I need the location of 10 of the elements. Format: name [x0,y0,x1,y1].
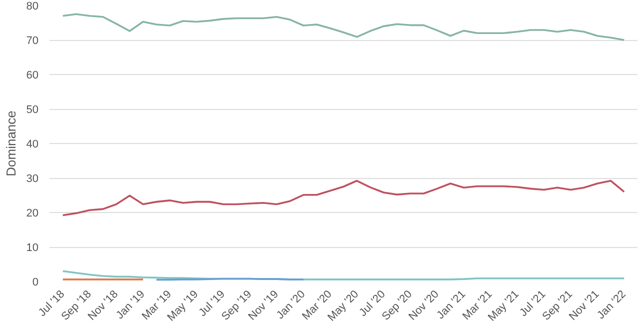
y-tick-label: 70 [26,35,39,47]
y-axis-title: Dominance [3,110,18,176]
y-tick-label: 30 [26,173,39,185]
y-tick-label: 80 [26,0,39,12]
y-tick-label: 0 [32,276,39,288]
y-tick-label: 40 [26,138,39,150]
y-tick-label: 50 [26,104,39,116]
y-tick-label: 60 [26,70,39,82]
y-tick-label: 10 [26,242,39,254]
y-tick-label: 20 [26,208,39,220]
